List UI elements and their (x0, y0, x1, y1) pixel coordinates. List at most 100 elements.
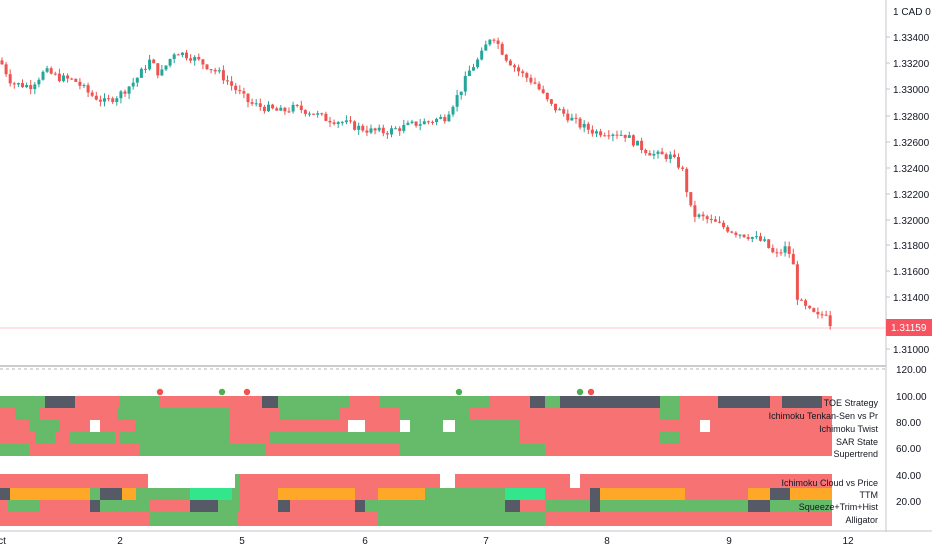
indicator-scale[interactable]: 120.00 100.00 80.00 60.00 40.00 20.00 (896, 365, 927, 508)
time-axis[interactable]: ct 2 5 6 7 8 9 12 (0, 536, 854, 547)
candle (726, 225, 730, 233)
price-tick-label: 1.33000 (893, 85, 930, 96)
candle (98, 95, 102, 107)
candle (340, 120, 344, 126)
candle (754, 231, 758, 240)
candle (82, 83, 86, 89)
candle (205, 64, 209, 71)
indicator-cell (0, 512, 150, 526)
indicator-tick-label: 120.00 (896, 365, 927, 376)
candle (49, 66, 53, 75)
candle (86, 82, 90, 98)
candle (377, 124, 381, 133)
candle (472, 63, 475, 71)
candle (586, 121, 590, 134)
indicator-cell (440, 474, 455, 488)
candle (353, 120, 357, 131)
indicator-cell (378, 488, 425, 500)
candle (607, 130, 611, 140)
candle (156, 63, 160, 79)
candle (201, 58, 205, 70)
candle (648, 150, 652, 156)
indicator-cell (505, 500, 520, 512)
signal-dot (587, 388, 595, 396)
indicator-cell (100, 420, 135, 432)
candle (746, 233, 750, 241)
candle (279, 105, 283, 111)
candle (320, 112, 324, 117)
indicator-cell (278, 396, 350, 408)
indicator-cell (520, 420, 700, 432)
candle (25, 82, 29, 89)
current-price-tag: 1.31159 (886, 319, 932, 336)
indicator-panel[interactable] (0, 396, 832, 526)
indicator-cell (270, 432, 330, 444)
candle (484, 40, 488, 51)
candle (414, 121, 418, 128)
candle (554, 103, 557, 113)
indicator-cell (40, 408, 118, 420)
indicator-cell (470, 408, 520, 420)
candle (656, 149, 660, 159)
indicator-cell (822, 396, 832, 408)
candle (180, 52, 184, 58)
candle (336, 120, 340, 128)
candle (74, 78, 78, 83)
price-tick-label: 1.32000 (893, 216, 930, 227)
indicator-row-label: Alligator (845, 515, 878, 525)
candle (258, 98, 262, 111)
indicator-cell (240, 488, 278, 500)
signal-dot (218, 388, 226, 396)
indicator-cell (278, 488, 290, 500)
signal-dot (455, 388, 463, 396)
candle (652, 150, 656, 160)
indicator-cell (770, 396, 782, 408)
candle (685, 167, 689, 198)
candle (94, 91, 98, 101)
indicator-cell (0, 396, 45, 408)
indicator-cell (218, 500, 240, 512)
price-scale[interactable]: 1 CAD 0 1.33400 1.33200 1.33000 1.32800 1.32… (886, 7, 931, 356)
candle (410, 119, 414, 125)
candle (763, 236, 767, 243)
indicator-cell (120, 432, 230, 444)
candle (541, 85, 545, 95)
candle (779, 248, 783, 256)
indicator-cell (100, 488, 122, 500)
price-tick-label: 1.31800 (893, 241, 930, 252)
indicator-cell (350, 396, 380, 408)
currency-label[interactable]: 1 CAD 0 (893, 7, 931, 18)
indicator-cell (748, 500, 770, 512)
candle (582, 120, 586, 133)
indicator-cell (75, 396, 120, 408)
indicator-cell (340, 408, 400, 420)
indicator-cell (520, 500, 545, 512)
candle (816, 307, 820, 319)
indicator-cell (600, 500, 685, 512)
candle (664, 152, 668, 162)
indicator-cell (136, 488, 150, 500)
candle (795, 260, 799, 306)
indicator-cell (148, 474, 160, 488)
indicator-cell (55, 432, 70, 444)
indicator-cell (290, 500, 355, 512)
indicator-cell (680, 408, 832, 420)
candle (455, 89, 459, 112)
price-tick-label: 1.32200 (893, 190, 930, 201)
indicator-cell (150, 488, 190, 500)
indicator-cell (230, 432, 270, 444)
candle (615, 130, 619, 139)
indicator-cell (330, 432, 520, 444)
price-tick-label: 1.32800 (893, 112, 930, 123)
candle (16, 82, 20, 88)
time-tick-label: 8 (604, 536, 610, 547)
candle (463, 71, 467, 96)
indicator-cell (400, 444, 545, 456)
indicator-cell (0, 432, 35, 444)
candle (295, 103, 299, 108)
candle (111, 96, 115, 104)
candle (467, 65, 471, 77)
indicator-cell (570, 474, 580, 488)
candle (558, 107, 562, 111)
